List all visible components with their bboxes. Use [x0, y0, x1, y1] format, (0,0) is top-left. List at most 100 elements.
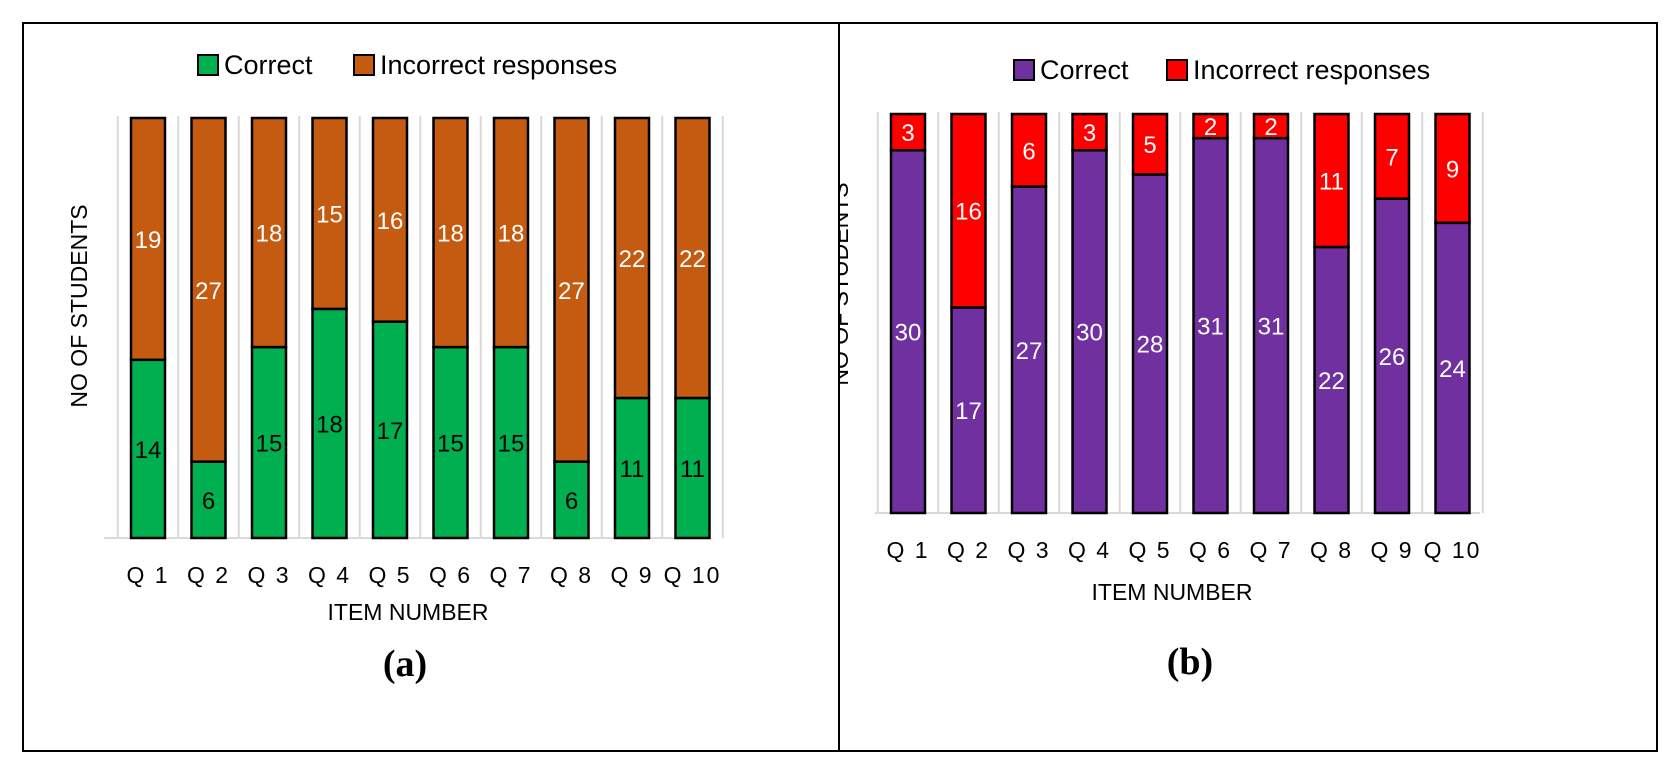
- bar-correct-q5: [371, 320, 409, 540]
- bar-incorrect-q1: [889, 112, 927, 152]
- legend-a-label-correct: Correct: [224, 50, 313, 80]
- y-axis-title-b: NO OF STUDENTS: [840, 182, 853, 385]
- data-label-incorrect-q10: 9: [1446, 156, 1459, 183]
- x-tick-label-q8: Q 8: [1310, 537, 1353, 563]
- bar-incorrect-q3: [1010, 112, 1048, 188]
- bar-incorrect-q10: [1434, 112, 1471, 225]
- x-tick-label-q7: Q 7: [489, 562, 532, 588]
- data-label-incorrect-q7: 2: [1264, 114, 1277, 141]
- bar-correct-q4: [311, 307, 348, 540]
- data-label-incorrect-q5: 5: [1143, 132, 1156, 159]
- data-label-incorrect-q8: 27: [558, 278, 585, 305]
- bar-correct-q3: [1010, 185, 1048, 515]
- data-label-incorrect-q6: 2: [1204, 114, 1217, 141]
- data-label-incorrect-q2: 16: [955, 199, 982, 226]
- x-tick-label-q3: Q 3: [1007, 537, 1050, 563]
- bar-incorrect-q4: [1071, 112, 1108, 152]
- bar-incorrect-q7: [492, 116, 530, 349]
- bar-incorrect-q2: [950, 112, 987, 309]
- x-tick-label-q1: Q 1: [886, 537, 929, 563]
- bar-incorrect-q5: [1131, 112, 1169, 176]
- bar-correct-q7: [1252, 136, 1290, 515]
- data-label-correct-q2: 6: [202, 488, 215, 515]
- x-tick-label-q6: Q 6: [429, 562, 472, 588]
- data-label-correct-q5: 17: [377, 418, 404, 445]
- data-label-incorrect-q9: 7: [1385, 144, 1398, 171]
- bar-correct-q5: [1131, 173, 1169, 515]
- bar-correct-q1: [129, 358, 167, 540]
- data-label-incorrect-q9: 22: [619, 246, 646, 273]
- chart-a: Correct Incorrect responses 14 19 Q 1 6 27 Q …: [66, 50, 724, 685]
- bar-correct-q2: [190, 460, 227, 540]
- data-label-correct-q4: 18: [316, 411, 343, 438]
- data-label-incorrect-q1: 3: [901, 120, 914, 147]
- x-tick-label-q4: Q 4: [308, 562, 351, 588]
- x-tick-label-q5: Q 5: [1128, 537, 1171, 563]
- bar-incorrect-q1: [129, 116, 167, 362]
- bar-incorrect-q8: [553, 116, 590, 463]
- data-label-correct-q10: 24: [1439, 356, 1466, 383]
- bar-incorrect-q9: [1373, 112, 1411, 200]
- x-tick-label-q10: Q 10: [1424, 537, 1482, 563]
- bar-correct-q9: [1373, 197, 1411, 515]
- y-axis-title-a: NO OF STUDENTS: [66, 204, 92, 407]
- legend-a: Correct Incorrect responses: [197, 50, 617, 80]
- data-label-correct-q5: 28: [1137, 332, 1164, 359]
- chart-b: Correct Incorrect responses 30 3 Q 1 17 16 Q …: [840, 55, 1484, 683]
- data-label-incorrect-q4: 15: [316, 201, 343, 228]
- panel-label-a: (a): [383, 643, 427, 685]
- panel-divider: [838, 22, 840, 752]
- x-tick-label-q6: Q 6: [1189, 537, 1232, 563]
- x-tick-label-q1: Q 1: [126, 562, 169, 588]
- legend-b-swatch-incorrect: [1166, 59, 1188, 81]
- data-label-correct-q8: 22: [1318, 368, 1345, 395]
- x-axis-title-a: ITEM NUMBER: [328, 599, 489, 625]
- x-tick-label-q3: Q 3: [247, 562, 290, 588]
- bar-incorrect-q9: [613, 116, 651, 400]
- bar-incorrect-q2: [190, 116, 227, 463]
- data-label-incorrect-q1: 19: [135, 227, 162, 254]
- legend-a-swatch-correct: [197, 54, 219, 76]
- data-label-correct-q10: 11: [680, 456, 705, 483]
- data-label-correct-q6: 31: [1197, 314, 1224, 341]
- x-tick-label-q2: Q 2: [187, 562, 230, 588]
- x-tick-label-q10: Q 10: [664, 562, 722, 588]
- bar-correct-q2: [950, 306, 987, 515]
- panel-label-b: (b): [1167, 641, 1213, 683]
- data-label-correct-q9: 11: [620, 456, 645, 483]
- data-label-correct-q7: 31: [1258, 314, 1285, 341]
- bar-incorrect-q7: [1252, 112, 1290, 140]
- plot-area-a: 14 19 Q 1 6 27 Q 2 15 18 Q 3 18 15 Q 4 17 16 Q 5 15 18 Q …: [104, 116, 724, 588]
- data-label-incorrect-q3: 18: [256, 221, 283, 248]
- bar-correct-q10: [674, 396, 711, 540]
- data-label-correct-q2: 17: [955, 398, 982, 425]
- bar-incorrect-q6: [1192, 112, 1229, 140]
- x-tick-label-q7: Q 7: [1249, 537, 1292, 563]
- data-label-incorrect-q3: 6: [1022, 138, 1035, 165]
- data-label-correct-q3: 15: [256, 431, 283, 458]
- bar-incorrect-q8: [1313, 112, 1350, 249]
- legend-b: Correct Incorrect responses: [1013, 55, 1430, 85]
- legend-a-swatch-incorrect: [353, 54, 375, 76]
- x-tick-label-q9: Q 9: [1370, 537, 1413, 563]
- bar-incorrect-q10: [674, 116, 711, 400]
- x-tick-label-q9: Q 9: [610, 562, 653, 588]
- legend-b-swatch-correct: [1013, 59, 1035, 81]
- data-label-correct-q6: 15: [437, 431, 464, 458]
- x-tick-label-q4: Q 4: [1068, 537, 1111, 563]
- data-label-incorrect-q10: 22: [679, 246, 706, 273]
- legend-b-label-incorrect: Incorrect responses: [1193, 55, 1430, 85]
- data-label-incorrect-q6: 18: [437, 221, 464, 248]
- legend-b-label-correct: Correct: [1040, 55, 1129, 85]
- x-tick-label-q5: Q 5: [368, 562, 411, 588]
- data-label-incorrect-q7: 18: [498, 221, 525, 248]
- bar-incorrect-q3: [250, 116, 288, 349]
- legend-a-label-incorrect: Incorrect responses: [380, 50, 617, 80]
- data-label-incorrect-q4: 3: [1083, 120, 1096, 147]
- data-label-correct-q3: 27: [1016, 338, 1043, 365]
- x-tick-label-q8: Q 8: [550, 562, 593, 588]
- x-tick-label-q2: Q 2: [947, 537, 990, 563]
- bar-correct-q6: [1192, 136, 1229, 515]
- data-label-correct-q7: 15: [498, 431, 525, 458]
